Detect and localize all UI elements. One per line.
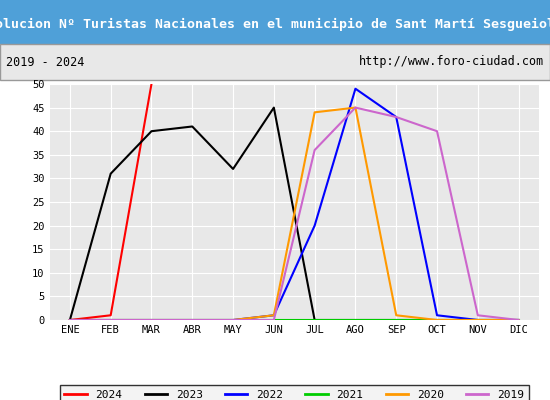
- Text: 2019 - 2024: 2019 - 2024: [6, 56, 84, 68]
- Text: http://www.foro-ciudad.com: http://www.foro-ciudad.com: [359, 56, 544, 68]
- Legend: 2024, 2023, 2022, 2021, 2020, 2019: 2024, 2023, 2022, 2021, 2020, 2019: [60, 385, 529, 400]
- Text: Evolucion Nº Turistas Nacionales en el municipio de Sant Martí Sesgueioles: Evolucion Nº Turistas Nacionales en el m…: [0, 18, 550, 30]
